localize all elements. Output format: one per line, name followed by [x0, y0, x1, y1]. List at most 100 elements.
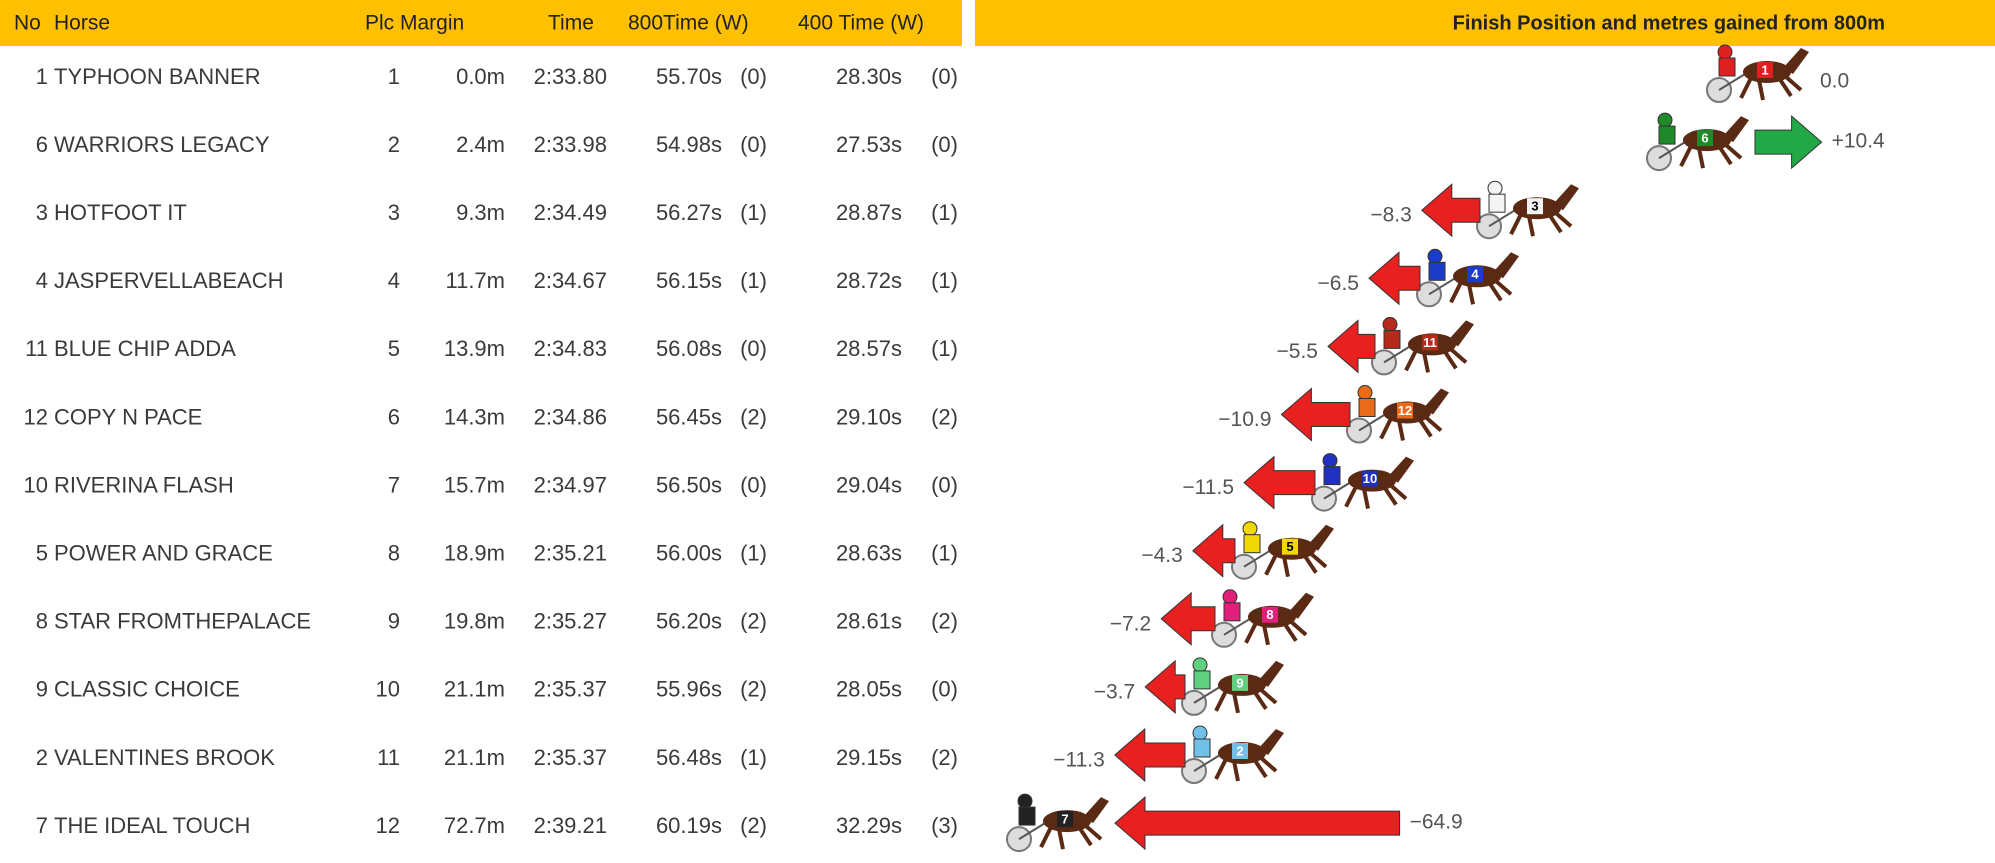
- table-cell: (1): [740, 541, 767, 566]
- table-cell: 55.96s: [656, 677, 722, 702]
- table-cell: (2): [931, 609, 958, 634]
- table-cell: 28.87s: [836, 200, 902, 225]
- table-cell: 1: [36, 64, 48, 89]
- graphic-title: Finish Position and metres gained from 8…: [1453, 12, 1885, 34]
- table-cell: 29.04s: [836, 472, 902, 497]
- table-cell: 18.9m: [444, 541, 505, 566]
- saddle-number: 1: [1761, 62, 1768, 77]
- table-cell: 28.30s: [836, 64, 902, 89]
- saddle-number: 12: [1398, 403, 1412, 418]
- table-cell: (0): [931, 677, 958, 702]
- horse-icon: 4: [1417, 249, 1519, 306]
- table-cell: 60.19s: [656, 813, 722, 838]
- table-cell: 56.00s: [656, 541, 722, 566]
- saddle-number: 4: [1471, 267, 1479, 282]
- table-cell: (0): [931, 132, 958, 157]
- table-cell: 11.7m: [445, 268, 505, 293]
- gain-label: −6.5: [1318, 272, 1359, 295]
- horse-neck: [1553, 184, 1579, 210]
- table-cell: (2): [931, 745, 958, 770]
- horse-neck: [1423, 389, 1449, 415]
- driver-cap: [1358, 386, 1372, 400]
- horse-neck: [1493, 252, 1519, 278]
- table-cell: COPY N PACE: [54, 404, 202, 429]
- column-header: Time: [548, 12, 594, 35]
- table-cell: 4: [36, 268, 48, 293]
- table-cell: (2): [740, 609, 767, 634]
- table-cell: STAR FROMTHEPALACE: [54, 609, 311, 634]
- horse-icon: 6: [1647, 113, 1749, 170]
- driver-body: [1719, 58, 1735, 76]
- table-cell: 2:33.98: [534, 132, 607, 157]
- driver-cap: [1018, 794, 1032, 808]
- horse-icon: 5: [1232, 522, 1334, 579]
- table-cell: 56.45s: [656, 404, 722, 429]
- table-cell: 9: [36, 677, 48, 702]
- gain-label: −10.9: [1218, 408, 1271, 431]
- horse-neck: [1448, 320, 1474, 346]
- table-cell: CLASSIC CHOICE: [54, 677, 240, 702]
- driver-cap: [1658, 113, 1672, 127]
- saddle-number: 8: [1266, 607, 1273, 622]
- column-header: 800Time (W): [628, 12, 749, 35]
- table-cell: 9: [388, 609, 400, 634]
- table-cell: 27.53s: [836, 132, 902, 157]
- table-cell: 56.15s: [656, 268, 722, 293]
- horse-icon: 8: [1212, 590, 1314, 647]
- page: Finish Position and metres gained from 8…: [0, 0, 1995, 863]
- driver-body: [1244, 535, 1260, 553]
- table-cell: JASPERVELLABEACH: [54, 268, 283, 293]
- table-cell: RIVERINA FLASH: [54, 472, 234, 497]
- horse-neck: [1083, 797, 1109, 823]
- table-cell: 2: [388, 132, 400, 157]
- table-cell: VALENTINES BROOK: [54, 745, 275, 770]
- table-cell: 2:34.67: [534, 268, 607, 293]
- table-cell: (2): [740, 677, 767, 702]
- saddle-number: 9: [1236, 675, 1243, 690]
- table-cell: 2:35.37: [534, 677, 607, 702]
- table-cell: (0): [740, 336, 767, 361]
- table-cell: 7: [388, 472, 400, 497]
- table-cell: 55.70s: [656, 64, 722, 89]
- table-cell: 3: [36, 200, 48, 225]
- table-cell: THE IDEAL TOUCH: [54, 813, 250, 838]
- driver-cap: [1383, 317, 1397, 331]
- table-cell: 28.63s: [836, 541, 902, 566]
- gain-arrow: [1115, 797, 1400, 849]
- gain-arrow: [1161, 593, 1215, 645]
- table-cell: (1): [931, 268, 958, 293]
- column-header: Margin: [400, 12, 464, 35]
- driver-body: [1194, 671, 1210, 689]
- horse-neck: [1388, 457, 1414, 483]
- table-cell: (0): [931, 472, 958, 497]
- table-cell: (1): [931, 200, 958, 225]
- table-cell: 9.3m: [456, 200, 505, 225]
- driver-cap: [1718, 45, 1732, 59]
- driver-cap: [1428, 249, 1442, 263]
- gain-arrow: [1244, 457, 1315, 509]
- gain-label: −64.9: [1410, 811, 1463, 834]
- table-cell: (0): [740, 132, 767, 157]
- gain-label: −8.3: [1370, 204, 1411, 227]
- gain-arrow: [1369, 252, 1420, 304]
- saddle-number: 11: [1423, 335, 1437, 350]
- gain-arrow: [1145, 661, 1185, 713]
- table-cell: 3: [388, 200, 400, 225]
- table-cell: 29.10s: [836, 404, 902, 429]
- horse-neck: [1288, 593, 1314, 619]
- horse-icon: 11: [1372, 317, 1474, 374]
- gain-label: +10.4: [1832, 130, 1885, 153]
- saddle-number: 10: [1363, 471, 1377, 486]
- table-cell: 28.05s: [836, 677, 902, 702]
- table-cell: 14.3m: [444, 404, 505, 429]
- driver-body: [1489, 194, 1505, 212]
- gain-arrow: [1281, 389, 1350, 441]
- table-cell: (0): [931, 64, 958, 89]
- table-cell: 56.48s: [656, 745, 722, 770]
- table-cell: 4: [388, 268, 400, 293]
- driver-cap: [1223, 590, 1237, 604]
- horse-neck: [1308, 525, 1334, 551]
- driver-body: [1359, 399, 1375, 417]
- table-cell: (1): [931, 336, 958, 361]
- horse-icon: 12: [1347, 386, 1449, 443]
